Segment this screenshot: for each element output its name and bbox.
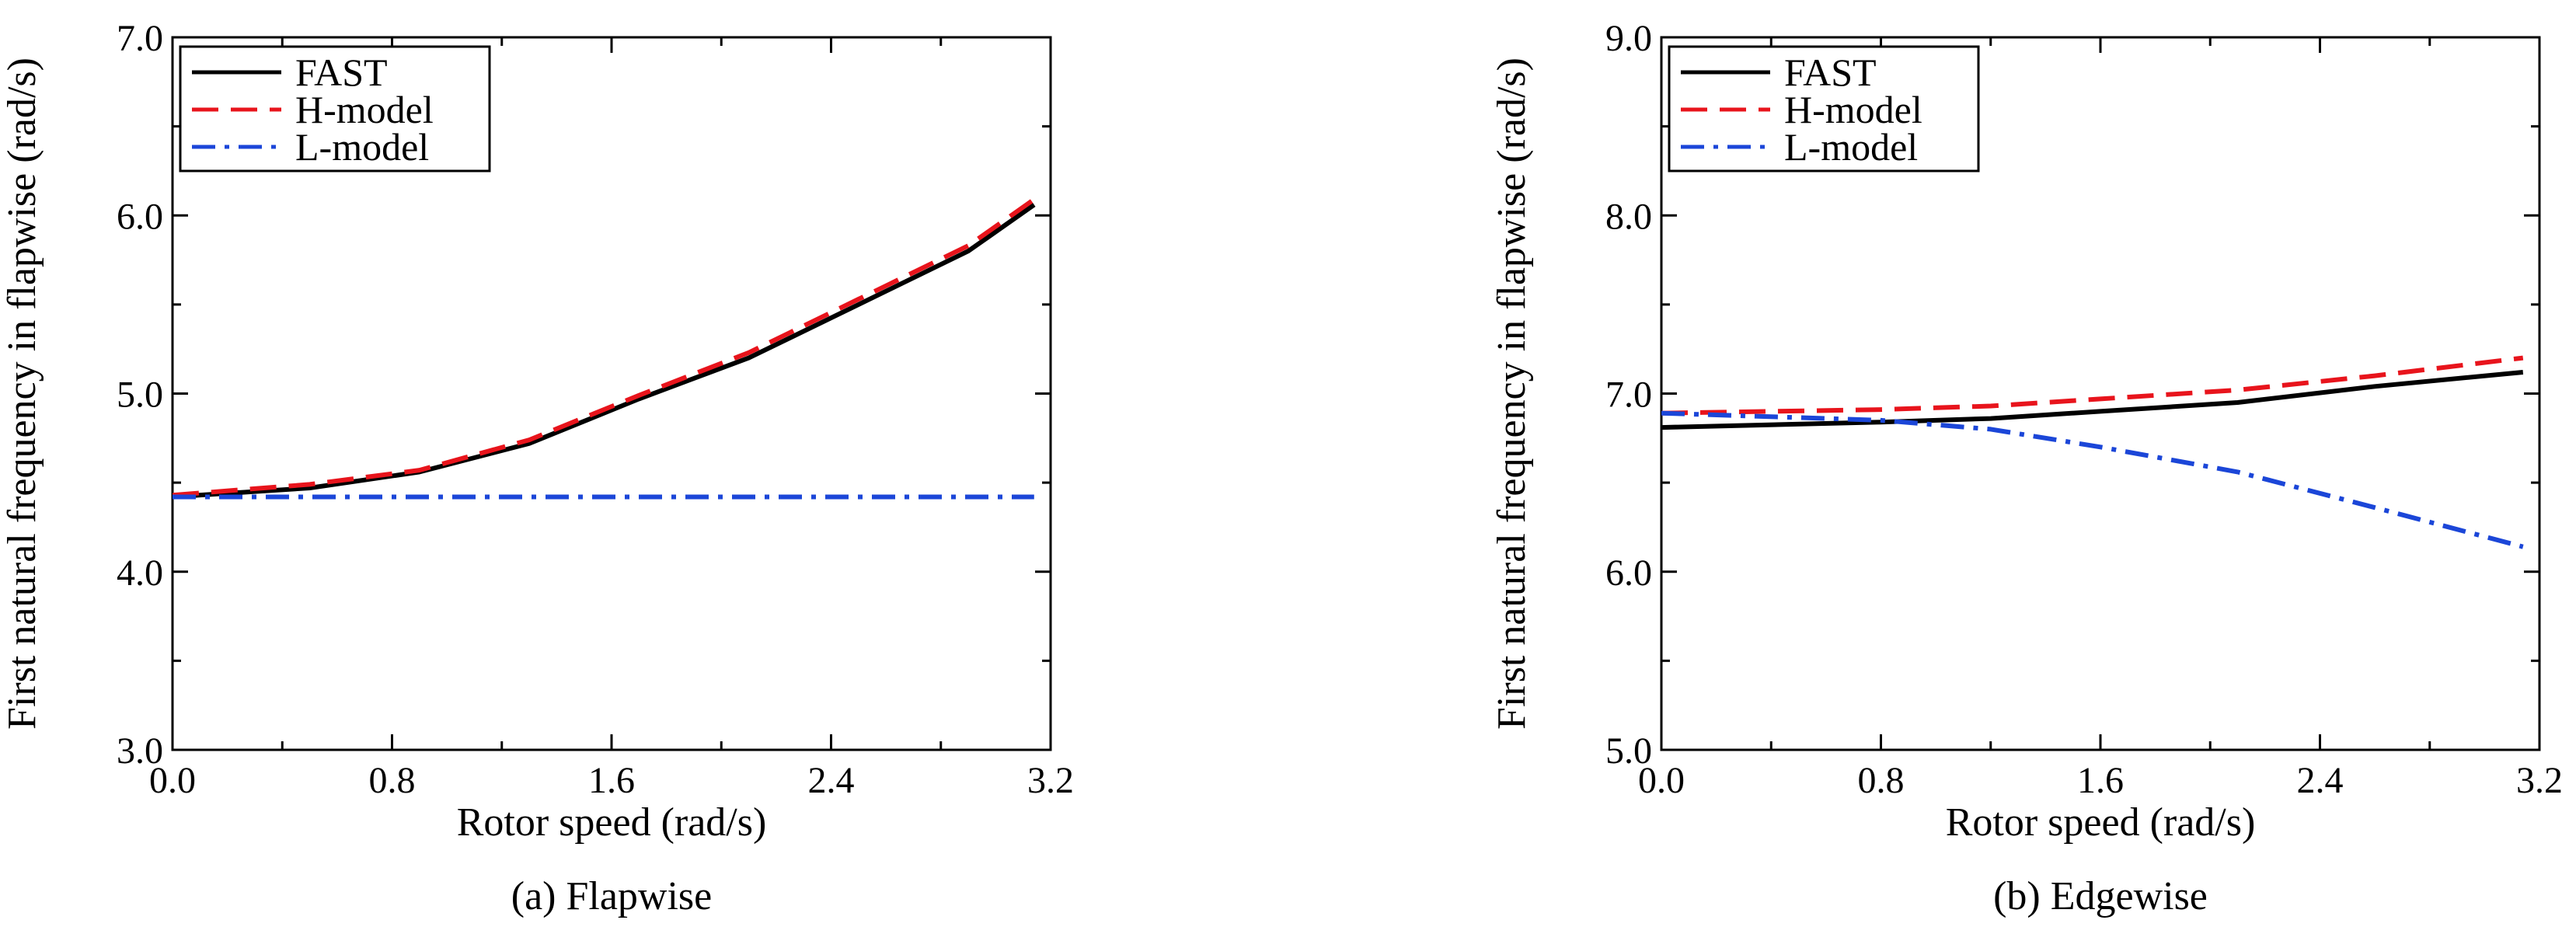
y-axis-label: First natural frequency in flapwise (rad… bbox=[1490, 58, 1534, 730]
y-tick-label: 7.0 bbox=[117, 18, 163, 59]
y-tick-label: 9.0 bbox=[1605, 18, 1652, 59]
y-tick-label: 5.0 bbox=[1605, 730, 1652, 772]
legend-label: H-model bbox=[1784, 88, 1922, 131]
series-group bbox=[1661, 355, 2524, 549]
series-line-h-model bbox=[173, 197, 1036, 498]
y-tick-label: 3.0 bbox=[117, 730, 163, 772]
x-axis-label: Rotor speed (rad/s) bbox=[457, 800, 767, 845]
legend-label: L-model bbox=[295, 125, 429, 169]
y-tick-label: 6.0 bbox=[117, 196, 163, 237]
x-tick-label: 0.0 bbox=[1638, 760, 1685, 801]
y-tick-label: 5.0 bbox=[117, 375, 163, 416]
panel-caption: (a) Flapwise bbox=[511, 874, 712, 918]
x-tick-label: 1.6 bbox=[588, 760, 635, 801]
chart-panel-1: 0.0 0.8 1.6 2.4 3.2 3.0 4.0 5.0 6.0 7.0 Rotor spee… bbox=[0, 18, 1074, 918]
x-tick-label: 2.4 bbox=[2297, 760, 2344, 801]
y-axis-label: First natural frequency in flapwise (rad… bbox=[0, 58, 44, 730]
x-tick-label: 0.8 bbox=[369, 760, 416, 801]
x-tick-label: 0.0 bbox=[149, 760, 196, 801]
series-line-fast bbox=[173, 203, 1036, 500]
panel-caption: (b) Edgewise bbox=[1993, 874, 2208, 918]
y-tick-label: 4.0 bbox=[117, 552, 163, 594]
legend-label: FAST bbox=[1784, 51, 1877, 94]
x-tick-label: 0.8 bbox=[1858, 760, 1905, 801]
x-tick-label: 3.2 bbox=[2516, 760, 2563, 801]
legend-label: H-model bbox=[295, 88, 434, 131]
x-tick-label: 2.4 bbox=[808, 760, 855, 801]
series-line-l-model bbox=[1661, 410, 2524, 549]
y-tick-label: 8.0 bbox=[1605, 196, 1652, 237]
y-tick-label: 6.0 bbox=[1605, 552, 1652, 594]
x-tick-label: 3.2 bbox=[1027, 760, 1074, 801]
series-group bbox=[173, 197, 1036, 500]
series-line-h-model bbox=[1661, 355, 2524, 416]
x-axis-label: Rotor speed (rad/s) bbox=[1946, 800, 2256, 845]
chart-panel-2: 0.0 0.8 1.6 2.4 3.2 5.0 6.0 7.0 8.0 9.0 Rotor spee… bbox=[1490, 18, 2563, 918]
x-tick-label: 1.6 bbox=[2077, 760, 2124, 801]
y-tick-label: 7.0 bbox=[1605, 375, 1652, 416]
legend-label: FAST bbox=[295, 51, 388, 94]
legend-label: L-model bbox=[1784, 125, 1918, 169]
